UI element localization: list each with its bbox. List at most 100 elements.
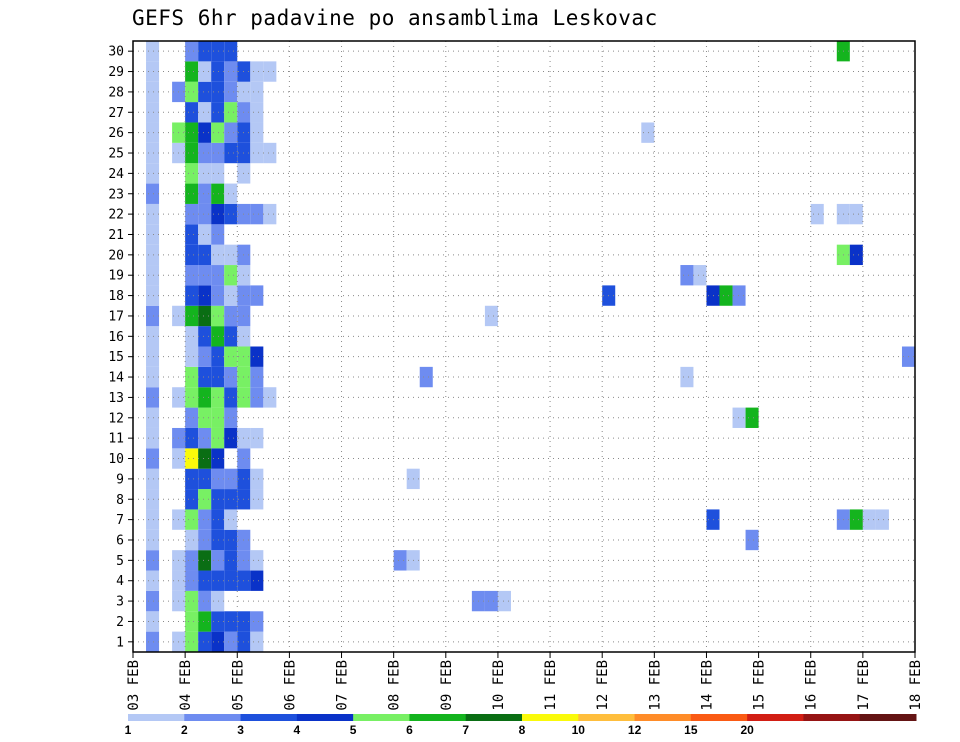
heatmap-cell	[146, 285, 160, 306]
legend-label: 8	[519, 723, 526, 737]
heatmap-cell	[185, 570, 199, 591]
heatmap-cell	[211, 366, 225, 388]
legend-swatch	[690, 714, 748, 721]
heatmap-cell	[484, 590, 498, 612]
heatmap-cell	[198, 183, 212, 204]
heatmap-cell	[146, 122, 160, 143]
heatmap-cell	[185, 183, 199, 204]
heatmap-cell	[198, 509, 212, 530]
heatmap-cell	[250, 427, 264, 449]
y-tick-label: 4	[116, 574, 124, 589]
heatmap-cell	[146, 550, 160, 571]
heatmap-cell	[250, 122, 264, 143]
y-tick-label: 15	[108, 350, 124, 365]
heatmap-cell	[185, 122, 199, 143]
heatmap-cell	[211, 590, 225, 612]
heatmap-cell	[224, 427, 238, 449]
heatmap-cell	[224, 102, 238, 123]
x-tick-label: 15 FEB	[752, 660, 768, 711]
heatmap-cell	[146, 468, 160, 490]
heatmap-cell	[211, 346, 225, 367]
heatmap-cell	[211, 81, 225, 103]
heatmap-cell	[250, 346, 264, 367]
heatmap-cell	[211, 489, 225, 510]
heatmap-cell	[146, 244, 160, 266]
heatmap-cell	[211, 61, 225, 82]
x-tick-label: 11 FEB	[543, 660, 559, 711]
heatmap-cell	[224, 468, 238, 490]
y-tick-label: 22	[108, 208, 124, 223]
heatmap-cell	[185, 265, 199, 286]
heatmap-cell	[198, 326, 212, 347]
legend-swatch	[747, 714, 804, 721]
heatmap-cell	[185, 163, 199, 184]
heatmap-cell	[185, 448, 199, 469]
y-tick-label: 18	[108, 289, 124, 304]
y-tick-label: 17	[108, 309, 124, 324]
heatmap-cell	[693, 265, 707, 286]
heatmap-cell	[745, 407, 759, 428]
heatmap-cell	[250, 203, 264, 225]
heatmap-cell	[198, 550, 212, 571]
heatmap-cell	[250, 631, 264, 652]
heatmap-cell	[185, 387, 199, 408]
heatmap-cell	[198, 387, 212, 408]
heatmap-cell	[224, 244, 238, 266]
heatmap-cell	[198, 448, 212, 469]
heatmap-cell	[198, 244, 212, 266]
heatmap-cell	[250, 387, 264, 408]
heatmap-cell	[146, 142, 160, 164]
heatmap-cell	[146, 366, 160, 388]
heatmap-cell	[263, 387, 277, 408]
heatmap-cell	[185, 550, 199, 571]
legend-swatch	[353, 714, 410, 721]
heatmap-cell	[146, 387, 160, 408]
y-tick-label: 2	[116, 615, 124, 630]
heatmap-cell	[224, 407, 238, 428]
legend-label: 5	[350, 723, 357, 737]
legend-swatch	[859, 714, 917, 721]
heatmap-cell	[250, 611, 264, 632]
heatmap-cell	[211, 244, 225, 266]
heatmap-cell	[146, 326, 160, 347]
legend-swatch	[522, 714, 579, 721]
heatmap-cell	[185, 489, 199, 510]
heatmap-cell	[146, 203, 160, 225]
heatmap-cell	[224, 570, 238, 591]
x-tick-label: 12 FEB	[595, 660, 611, 711]
heatmap-cell	[250, 81, 264, 103]
heatmap-cell	[198, 305, 212, 327]
heatmap-cell	[185, 407, 199, 428]
heatmap-cell	[185, 102, 199, 123]
x-tick-label: 10 FEB	[491, 660, 507, 711]
x-tick-label: 04 FEB	[178, 660, 194, 711]
heatmap-cell	[185, 224, 199, 245]
heatmap-cell	[224, 305, 238, 327]
heatmap-cell	[732, 285, 746, 306]
heatmap-cell	[146, 489, 160, 510]
heatmap-cell	[263, 61, 277, 82]
heatmap-cell	[224, 326, 238, 347]
legend-swatch	[128, 714, 185, 721]
y-tick-label: 7	[116, 513, 124, 528]
heatmap-cell	[198, 611, 212, 632]
heatmap-cell	[224, 41, 238, 62]
heatmap-cell	[211, 122, 225, 143]
heatmap-cell	[185, 468, 199, 490]
heatmap-cell	[185, 611, 199, 632]
heatmap-cell	[875, 509, 889, 530]
y-tick-label: 1	[116, 635, 124, 650]
heatmap-cell	[185, 203, 199, 225]
heatmap-cell	[680, 265, 694, 286]
heatmap-cell	[146, 570, 160, 591]
heatmap-cell	[185, 285, 199, 306]
x-tick-label: 06 FEB	[282, 660, 298, 711]
y-tick-label: 6	[116, 533, 124, 548]
heatmap-cell	[641, 122, 655, 143]
heatmap-cell	[849, 244, 863, 266]
heatmap-cell	[198, 203, 212, 225]
heatmap-cell	[146, 305, 160, 327]
heatmap-cell	[211, 387, 225, 408]
heatmap-cell	[224, 387, 238, 408]
chart-title: GEFS 6hr padavine po ansamblima Leskovac	[132, 6, 658, 30]
